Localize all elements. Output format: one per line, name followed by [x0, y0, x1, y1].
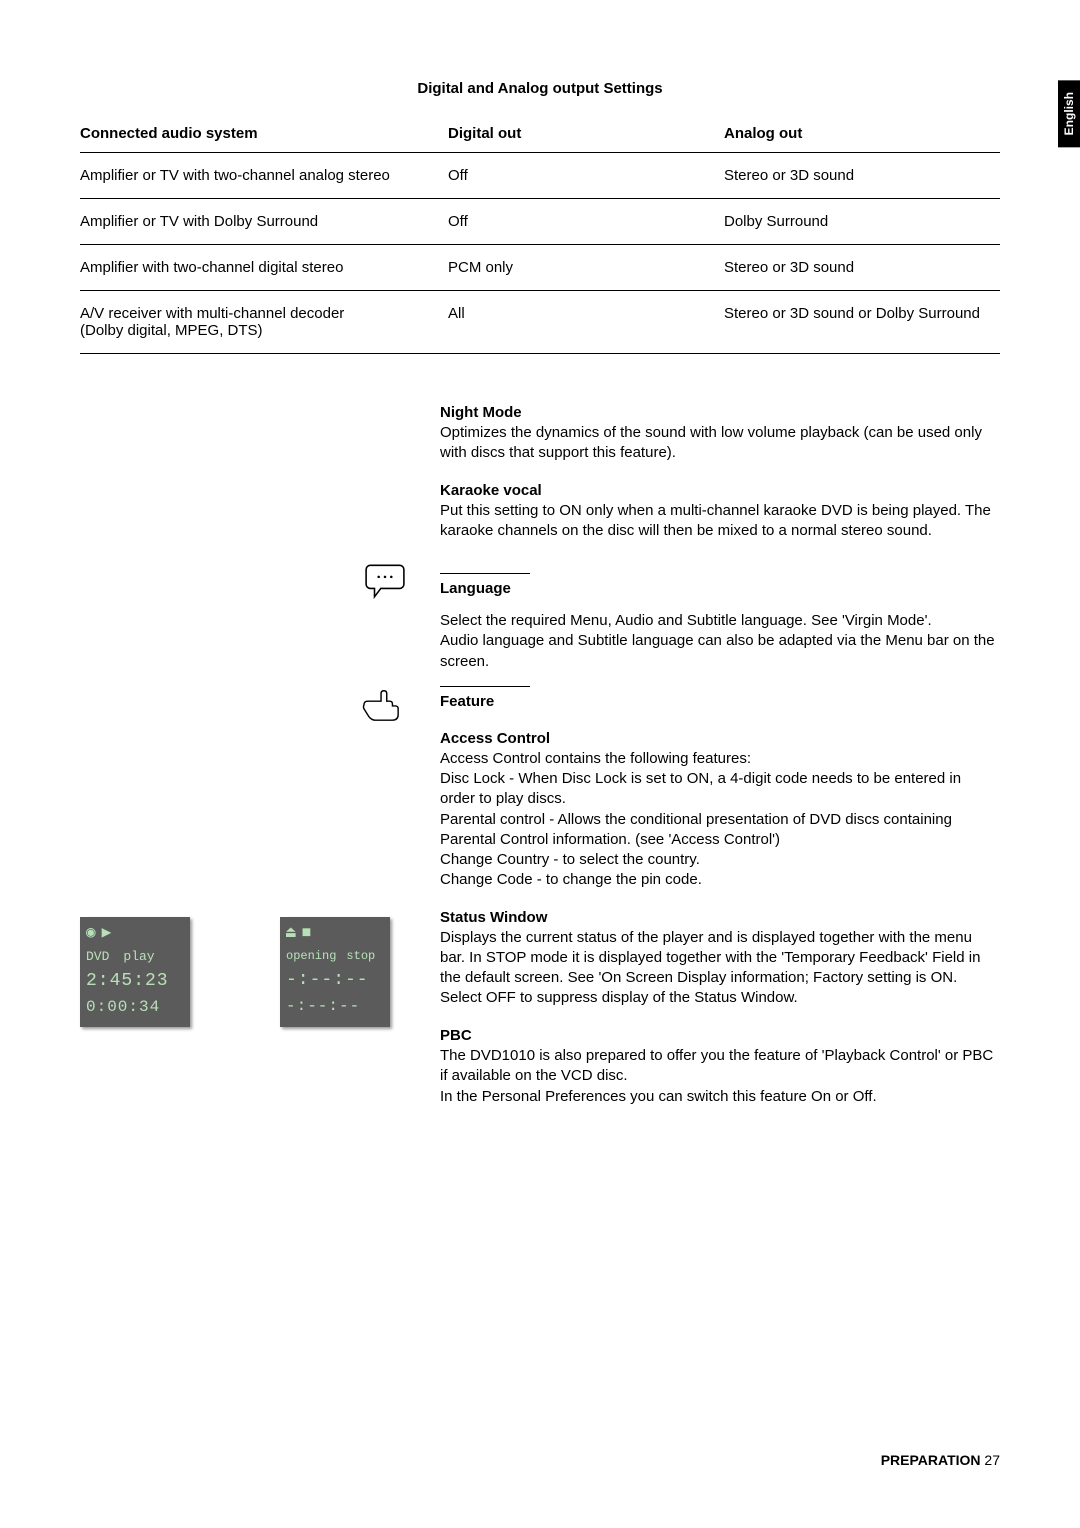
cell: Amplifier or TV with two-channel analog …	[80, 153, 448, 199]
cell: PCM only	[448, 245, 724, 291]
disc-icon: ◉	[86, 921, 96, 945]
night-mode-heading: Night Mode	[440, 404, 1000, 421]
cell: Amplifier or TV with Dolby Surround	[80, 199, 448, 245]
table-row: Amplifier or TV with Dolby Surround Off …	[80, 199, 1000, 245]
status-box-play: ◉ ▶ DVD play 2:45:23 0:00:34	[80, 917, 190, 1028]
cell: Stereo or 3D sound	[724, 245, 1000, 291]
table-row: Amplifier with two-channel digital stere…	[80, 245, 1000, 291]
cell: Dolby Surround	[724, 199, 1000, 245]
footer-page: 27	[984, 1452, 1000, 1468]
access-l4: Change Country - to select the country.	[440, 850, 1000, 870]
table-row: Amplifier or TV with two-channel analog …	[80, 153, 1000, 199]
language-body-2: Audio language and Subtitle language can…	[440, 631, 1000, 672]
status-box-stop: ⏏ ■ opening stop -:--:-- -:--:--	[280, 917, 390, 1028]
status-label: play	[123, 947, 154, 967]
page-content: Digital and Analog output Settings Conne…	[0, 0, 1080, 1528]
speech-bubble-icon	[364, 559, 406, 601]
cell: Stereo or 3D sound or Dolby Surround	[724, 291, 1000, 354]
pbc-body: The DVD1010 is also prepared to offer yo…	[440, 1046, 1000, 1107]
status-body: Displays the current status of the playe…	[440, 928, 1000, 1009]
th-system: Connected audio system	[80, 115, 448, 153]
status-label: stop	[346, 947, 375, 965]
pbc-heading: PBC	[440, 1027, 1000, 1044]
karaoke-body: Put this setting to ON only when a multi…	[440, 501, 1000, 542]
language-heading: Language	[440, 580, 1000, 597]
access-l2: Disc Lock - When Disc Lock is set to ON,…	[440, 769, 1000, 810]
status-heading: Status Window	[440, 909, 1000, 926]
status-time: 0:00:34	[86, 995, 184, 1019]
table-title: Digital and Analog output Settings	[80, 80, 1000, 97]
cell: Amplifier with two-channel digital stere…	[80, 245, 448, 291]
status-label: DVD	[86, 947, 109, 967]
hand-pointer-icon	[358, 686, 406, 724]
night-mode-body: Optimizes the dynamics of the sound with…	[440, 423, 1000, 464]
footer-label: PREPARATION	[881, 1452, 981, 1468]
karaoke-heading: Karaoke vocal	[440, 482, 1000, 499]
eject-icon: ⏏	[286, 921, 296, 945]
page-footer: PREPARATION 27	[881, 1452, 1000, 1468]
cell: All	[448, 291, 724, 354]
access-l5: Change Code - to change the pin code.	[440, 870, 1000, 890]
play-icon: ▶	[102, 921, 112, 945]
language-body-1: Select the required Menu, Audio and Subt…	[440, 611, 1000, 631]
divider	[440, 573, 530, 574]
settings-table: Connected audio system Digital out Analo…	[80, 115, 1000, 354]
th-analog: Analog out	[724, 115, 1000, 153]
cell: A/V receiver with multi-channel decoder …	[80, 291, 448, 354]
status-time: 2:45:23	[86, 968, 184, 995]
divider	[440, 686, 530, 687]
cell: Stereo or 3D sound	[724, 153, 1000, 199]
stop-icon: ■	[302, 921, 312, 945]
access-l1: Access Control contains the following fe…	[440, 749, 1000, 769]
th-digital: Digital out	[448, 115, 724, 153]
table-row: A/V receiver with multi-channel decoder …	[80, 291, 1000, 354]
status-time: -:--:--	[286, 994, 384, 1018]
access-l3: Parental control - Allows the conditiona…	[440, 810, 1000, 851]
status-label: opening	[286, 947, 336, 965]
status-time: -:--:--	[286, 967, 384, 994]
feature-heading: Feature	[440, 693, 1000, 710]
cell: Off	[448, 153, 724, 199]
access-heading: Access Control	[440, 730, 1000, 747]
cell: Off	[448, 199, 724, 245]
